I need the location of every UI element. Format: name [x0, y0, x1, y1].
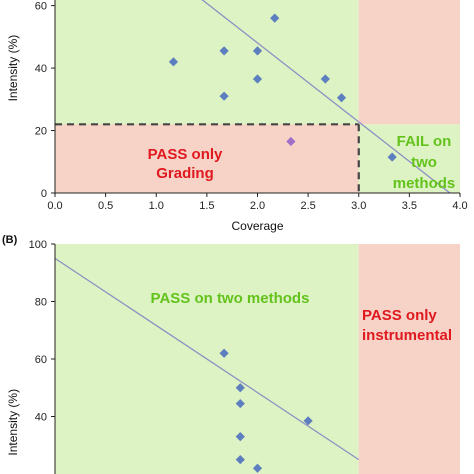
data-point-a-5 [270, 13, 280, 23]
x-tick-label-a-0: 0.0 [47, 200, 62, 212]
data-point-a-6 [320, 74, 330, 84]
pass-only-instrumental-zone-b [358, 244, 460, 474]
label-pass-only-instrumental-line1: PASS only [362, 307, 437, 324]
y-tick-label-a-0: 0 [41, 188, 47, 200]
data-point-b-3 [235, 432, 245, 442]
x-tick-label-a-8: 4.0 [452, 200, 467, 212]
data-point-b-5 [235, 455, 245, 465]
x-tick-label-a-1: 0.5 [98, 200, 113, 212]
y-tick-label-b-1: 60 [35, 354, 47, 366]
label-fail-two-methods-line3: methods [393, 175, 456, 192]
data-point-b-1 [235, 383, 245, 393]
y-axis-title-b: Intensity (%) [6, 389, 20, 456]
data-point-a-3 [252, 46, 263, 56]
y-tick-label-a-3: 60 [35, 1, 47, 13]
panel-label-b: (B) [2, 234, 18, 246]
highlight-point-a-0 [286, 136, 296, 147]
data-point-a-2 [219, 91, 229, 101]
y-tick-label-b-2: 80 [35, 297, 47, 309]
x-tick-label-a-2: 1.0 [149, 200, 164, 212]
label-fail-two-methods-line1: FAIL on [397, 133, 452, 150]
data-point-a-4 [252, 74, 263, 84]
data-point-a-0 [168, 57, 179, 67]
regression-line-a [201, 0, 451, 193]
fail-zone-lower-left-a [55, 124, 359, 193]
label-pass-only-grading-line1: PASS only [148, 146, 223, 163]
data-point-b-0 [219, 348, 229, 358]
x-tick-label-a-7: 3.5 [402, 200, 417, 212]
x-tick-label-a-4: 2.0 [250, 200, 265, 212]
fail-zone-upper-right-a [358, 0, 460, 125]
data-point-b-4 [303, 416, 313, 426]
data-point-b-2 [235, 398, 245, 409]
label-pass-only-instrumental-line2: instrumental [362, 327, 452, 344]
data-point-a-8 [387, 152, 397, 162]
regression-line-b [55, 257, 360, 461]
y-tick-label-b-3: 100 [29, 239, 47, 251]
data-point-a-7 [336, 93, 347, 103]
x-axis-title-a: Coverage [231, 219, 283, 233]
y-axis-title-a: Intensity (%) [6, 35, 20, 102]
y-tick-label-a-1: 20 [35, 126, 47, 138]
data-point-b-6 [252, 463, 263, 473]
x-tick-label-a-3: 1.5 [199, 200, 214, 212]
label-pass-two-methods: PASS on two methods [151, 290, 310, 307]
y-tick-label-b-0: 40 [35, 412, 47, 424]
x-tick-label-a-6: 3.0 [351, 200, 366, 212]
label-pass-only-grading-line2: Grading [156, 165, 214, 182]
data-point-a-1 [219, 46, 229, 56]
label-fail-two-methods-line2: two [411, 154, 437, 171]
y-tick-label-a-2: 40 [35, 63, 47, 75]
x-tick-label-a-5: 2.5 [300, 200, 315, 212]
